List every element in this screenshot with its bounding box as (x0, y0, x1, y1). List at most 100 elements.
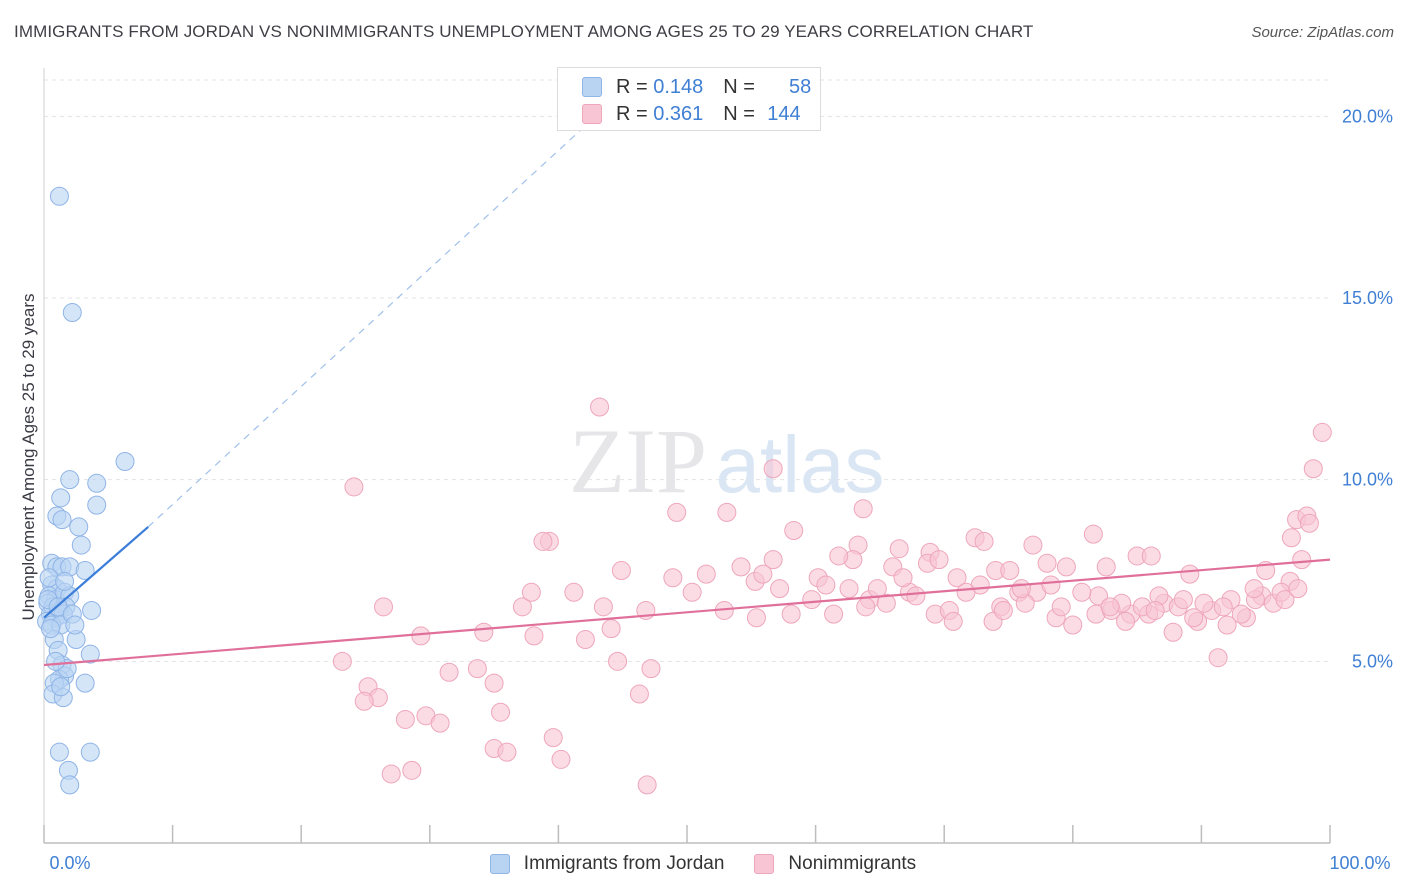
jordan-point (46, 651, 66, 671)
nonimmigrants-point (1023, 535, 1043, 555)
nonimmigrants-point (1213, 597, 1233, 617)
jordan-point (52, 510, 72, 530)
nonimmigrants-point (802, 590, 822, 610)
nonimmigrants-point (663, 568, 683, 588)
y-axis-label: Unemployment Among Ages 25 to 29 years (19, 293, 38, 621)
nonimmigrants-point (1041, 575, 1061, 595)
nonimmigrants-point (1056, 557, 1076, 577)
legend-label-jordan: Immigrants from Jordan (523, 853, 725, 874)
jordan-point (69, 517, 89, 537)
jordan-point (75, 561, 95, 580)
nonimmigrants-point (993, 600, 1013, 620)
nonimmigrants-point (1303, 459, 1323, 479)
jordan-point (115, 452, 135, 471)
legend-r-value: 0.148 (653, 75, 704, 98)
nonimmigrants-point (474, 622, 494, 642)
legend-swatch-blue (489, 854, 510, 874)
nonimmigrants-point (395, 709, 415, 729)
nonimmigrants-point (781, 604, 801, 624)
y-tick-label: 15.0% (1342, 288, 1393, 308)
nonimmigrants-point (637, 775, 657, 795)
legend-r-value: 0.361 (653, 102, 704, 125)
nonimmigrants-point (1288, 579, 1308, 599)
nonimmigrants-point (374, 597, 394, 617)
nonimmigrants-point (763, 550, 783, 570)
nonimmigrants-point (763, 459, 783, 479)
nonimmigrants-point (829, 546, 849, 566)
nonimmigrants-point (1275, 590, 1295, 610)
nonimmigrants-point (332, 651, 352, 671)
nonimmigrants-point (1000, 561, 1020, 580)
jordan-point (80, 742, 100, 762)
legend-n-label: N = (723, 75, 755, 98)
nonimmigrants-point (601, 619, 621, 639)
nonimmigrants-point (784, 521, 804, 541)
jordan-trend-line (43, 526, 149, 619)
nonimmigrants-point (853, 499, 873, 519)
nonimmigrants-point (1100, 597, 1120, 617)
nonimmigrants-point (876, 593, 896, 613)
nonimmigrants-point (354, 691, 374, 711)
watermark-zip: ZIP (569, 410, 707, 512)
nonimmigrants-points (332, 397, 1332, 795)
jordan-point (60, 775, 80, 795)
gridlines (44, 79, 1330, 662)
nonimmigrants-point (1173, 590, 1193, 610)
jordan-point (87, 495, 107, 515)
nonimmigrants-point (551, 749, 571, 769)
nonimmigrants-point (816, 575, 836, 595)
nonimmigrants-point (1011, 579, 1031, 599)
jordan-point (71, 535, 91, 555)
legend-n-value: 144 (767, 102, 801, 125)
nonimmigrants-point (575, 630, 595, 650)
nonimmigrants-point (947, 568, 967, 588)
source-label: Source: ZipAtlas.com (1251, 24, 1394, 41)
nonimmigrants-point (867, 579, 887, 599)
jordan-point (49, 186, 69, 206)
jordan-points (37, 186, 135, 795)
correlation-legend: R = 0.148 N = 58 R = 0.361 N = 144 (557, 67, 821, 131)
jordan-point (87, 473, 107, 493)
legend-r-label: R = (616, 75, 648, 98)
legend-row-nonimmigrants: R = 0.361 N = 144 (582, 101, 805, 127)
nonimmigrants-point (430, 713, 450, 733)
nonimmigrants-point (1244, 579, 1264, 599)
jordan-point (75, 673, 95, 693)
nonimmigrants-point (344, 477, 364, 497)
nonimmigrants-point (1037, 553, 1057, 573)
nonimmigrants-point (1312, 422, 1332, 442)
nonimmigrants-point (611, 561, 631, 580)
nonimmigrants-point (929, 550, 949, 570)
nonimmigrants-point (1208, 648, 1228, 668)
chart-title: IMMIGRANTS FROM JORDAN VS NONIMMIGRANTS … (14, 22, 1034, 41)
nonimmigrants-point (1072, 582, 1092, 602)
nonimmigrants-point (381, 764, 401, 784)
nonimmigrants-point (893, 568, 913, 588)
legend-item-jordan[interactable]: Immigrants from Jordan (489, 853, 725, 875)
jordan-point (40, 619, 60, 639)
y-tick-label: 20.0% (1342, 106, 1393, 126)
x-tick-label: 0.0% (49, 853, 90, 873)
nonimmigrants-point (1163, 622, 1183, 642)
nonimmigrants-point (956, 582, 976, 602)
nonimmigrants-point (439, 662, 459, 682)
nonimmigrants-point (889, 539, 909, 559)
legend-item-nonimmigrants[interactable]: Nonimmigrants (754, 853, 916, 875)
nonimmigrants-point (1194, 593, 1214, 613)
nonimmigrants-point (543, 728, 563, 748)
legend-label-nonimmigrants: Nonimmigrants (788, 853, 917, 874)
nonimmigrants-point (484, 673, 504, 693)
jordan-point (51, 488, 71, 508)
nonimmigrants-point (1051, 597, 1071, 617)
nonimmigrants-point (590, 397, 610, 417)
legend-swatch-blue (582, 77, 602, 97)
nonimmigrants-point (746, 608, 766, 628)
nonimmigrants-point (411, 626, 431, 646)
nonimmigrants-point (467, 659, 487, 679)
nonimmigrants-point (731, 557, 751, 577)
watermark-atlas: atlas (716, 420, 885, 509)
axes (43, 68, 1331, 844)
nonimmigrants-point (974, 531, 994, 551)
nonimmigrants-trend-line (43, 558, 1331, 667)
